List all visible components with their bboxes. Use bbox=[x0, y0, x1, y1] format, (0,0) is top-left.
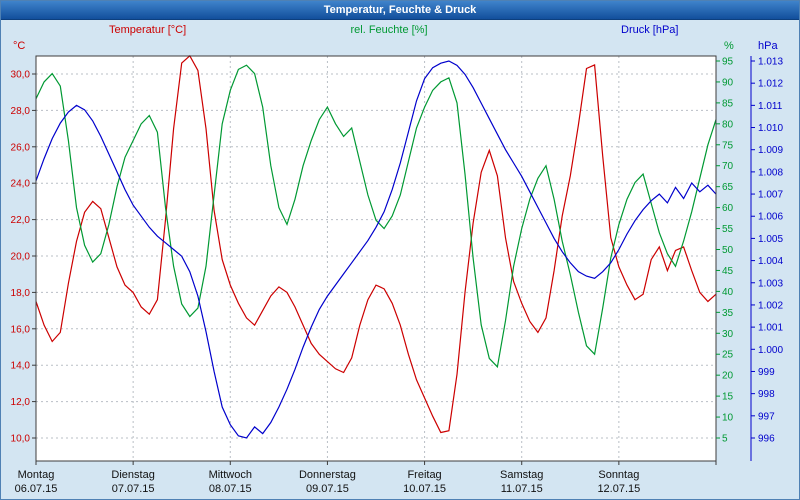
humidity-tick-label: 50 bbox=[722, 245, 734, 256]
pressure-tick-label: 1.008 bbox=[758, 167, 783, 178]
day-name-label: Mittwoch bbox=[209, 469, 252, 481]
humidity-tick-label: 90 bbox=[722, 77, 734, 88]
temp-tick-label: 20,0 bbox=[11, 252, 31, 263]
pressure-tick-label: 1.010 bbox=[758, 123, 783, 134]
day-date-label: 06.07.15 bbox=[15, 483, 58, 495]
day-date-label: 12.07.15 bbox=[597, 483, 640, 495]
humidity-tick-label: 70 bbox=[722, 161, 734, 172]
pressure-tick-label: 1.004 bbox=[758, 256, 783, 267]
pressure-tick-label: 1.000 bbox=[758, 345, 783, 356]
gridlines bbox=[36, 56, 716, 461]
humidity-tick-label: 35 bbox=[722, 308, 734, 319]
pressure-tick-label: 999 bbox=[758, 367, 775, 378]
day-labels: Montag 06.07.15 Dienstag 07.07.15 Mittwoch 08… bbox=[15, 461, 717, 495]
humidity-tick-label: 95 bbox=[722, 57, 734, 68]
chart-area: 30,0 28,0 26,0 24,0 22,0 20,0 18,0 16,0 14,0 12,0… bbox=[1, 19, 799, 499]
day-date-label: 11.07.15 bbox=[501, 483, 543, 495]
temp-tick-label: 24,0 bbox=[11, 179, 31, 190]
chart-svg: 30,0 28,0 26,0 24,0 22,0 20,0 18,0 16,0 14,0 12,0… bbox=[11, 40, 784, 495]
humidity-tick-label: 75 bbox=[722, 140, 734, 151]
humidity-unit-label: % bbox=[724, 40, 734, 52]
day-date-label: 10.07.15 bbox=[403, 483, 446, 495]
pressure-tick-label: 1.012 bbox=[758, 79, 783, 90]
temp-tick-label: 18,0 bbox=[11, 288, 31, 299]
pressure-tick-label: 1.006 bbox=[758, 212, 783, 223]
humidity-tick-label: 55 bbox=[722, 224, 734, 235]
temperature-tick-labels: 30,0 28,0 26,0 24,0 22,0 20,0 18,0 16,0 14,0 12,0… bbox=[11, 70, 36, 445]
day-date-label: 09.07.15 bbox=[306, 483, 349, 495]
series-line-pressure bbox=[35, 60, 717, 439]
day-name-label: Sonntag bbox=[598, 469, 639, 481]
temp-tick-label: 14,0 bbox=[11, 361, 31, 372]
temp-tick-label: 12,0 bbox=[11, 397, 31, 408]
pressure-unit-label: hPa bbox=[758, 40, 778, 52]
pressure-tick-label: 1.009 bbox=[758, 145, 783, 156]
pressure-tick-label: 997 bbox=[758, 411, 775, 422]
humidity-tick-label: 20 bbox=[722, 371, 734, 382]
plot-border bbox=[35, 55, 717, 462]
day-name-label: Samstag bbox=[500, 469, 543, 481]
temperature-axis-title: Temperatur [°C] bbox=[109, 24, 187, 36]
humidity-tick-label: 60 bbox=[722, 203, 734, 214]
pressure-tick-label: 1.003 bbox=[758, 278, 783, 289]
temp-tick-label: 30,0 bbox=[11, 70, 31, 81]
humidity-axis-title: rel. Feuchte [%] bbox=[350, 24, 428, 36]
pressure-tick-label: 1.011 bbox=[758, 101, 783, 112]
plot-background bbox=[36, 56, 716, 461]
pressure-tick-label: 998 bbox=[758, 389, 775, 400]
humidity-tick-label: 5 bbox=[722, 434, 728, 445]
pressure-tick-label: 1.007 bbox=[758, 190, 783, 201]
humidity-tick-label: 80 bbox=[722, 119, 734, 130]
window-titlebar: Temperatur, Feuchte & Druck bbox=[1, 1, 799, 20]
temp-tick-label: 16,0 bbox=[11, 324, 31, 335]
temperature-unit-label: °C bbox=[13, 40, 25, 52]
pressure-axis-title: Druck [hPa] bbox=[621, 24, 679, 36]
pressure-tick-labels: 1.013 1.012 1.011 1.010 1.009 1.008 1.007 1.006… bbox=[750, 56, 783, 461]
pressure-tick-label: 1.001 bbox=[758, 323, 783, 334]
pressure-tick-label: 996 bbox=[758, 434, 775, 445]
humidity-tick-label: 30 bbox=[722, 329, 734, 340]
day-date-label: 08.07.15 bbox=[209, 483, 252, 495]
day-name-label: Freitag bbox=[407, 469, 441, 481]
day-date-label: 07.07.15 bbox=[112, 483, 155, 495]
humidity-tick-labels: 95 90 85 80 75 70 65 60 55 50 45 40 35 30 25 20 15 10 5 bbox=[716, 57, 734, 445]
pressure-tick-label: 1.002 bbox=[758, 300, 783, 311]
humidity-tick-label: 25 bbox=[722, 350, 734, 361]
pressure-tick-label: 1.013 bbox=[758, 57, 783, 68]
pressure-tick-label: 1.005 bbox=[758, 234, 783, 245]
temp-tick-label: 22,0 bbox=[11, 215, 31, 226]
humidity-tick-label: 40 bbox=[722, 287, 734, 298]
day-name-label: Dienstag bbox=[111, 469, 154, 481]
series-line-temperature bbox=[35, 54, 717, 434]
temp-tick-label: 26,0 bbox=[11, 142, 31, 153]
humidity-tick-label: 15 bbox=[722, 392, 734, 403]
day-name-label: Donnerstag bbox=[299, 469, 356, 481]
window-title: Temperatur, Feuchte & Druck bbox=[323, 4, 477, 16]
humidity-tick-label: 10 bbox=[722, 413, 734, 424]
temp-tick-label: 28,0 bbox=[11, 106, 31, 117]
humidity-tick-label: 45 bbox=[722, 266, 734, 277]
humidity-tick-label: 85 bbox=[722, 98, 734, 109]
day-name-label: Montag bbox=[18, 469, 55, 481]
series-line-humidity bbox=[35, 64, 717, 369]
humidity-tick-label: 65 bbox=[722, 182, 734, 193]
temp-tick-label: 10,0 bbox=[11, 434, 31, 445]
